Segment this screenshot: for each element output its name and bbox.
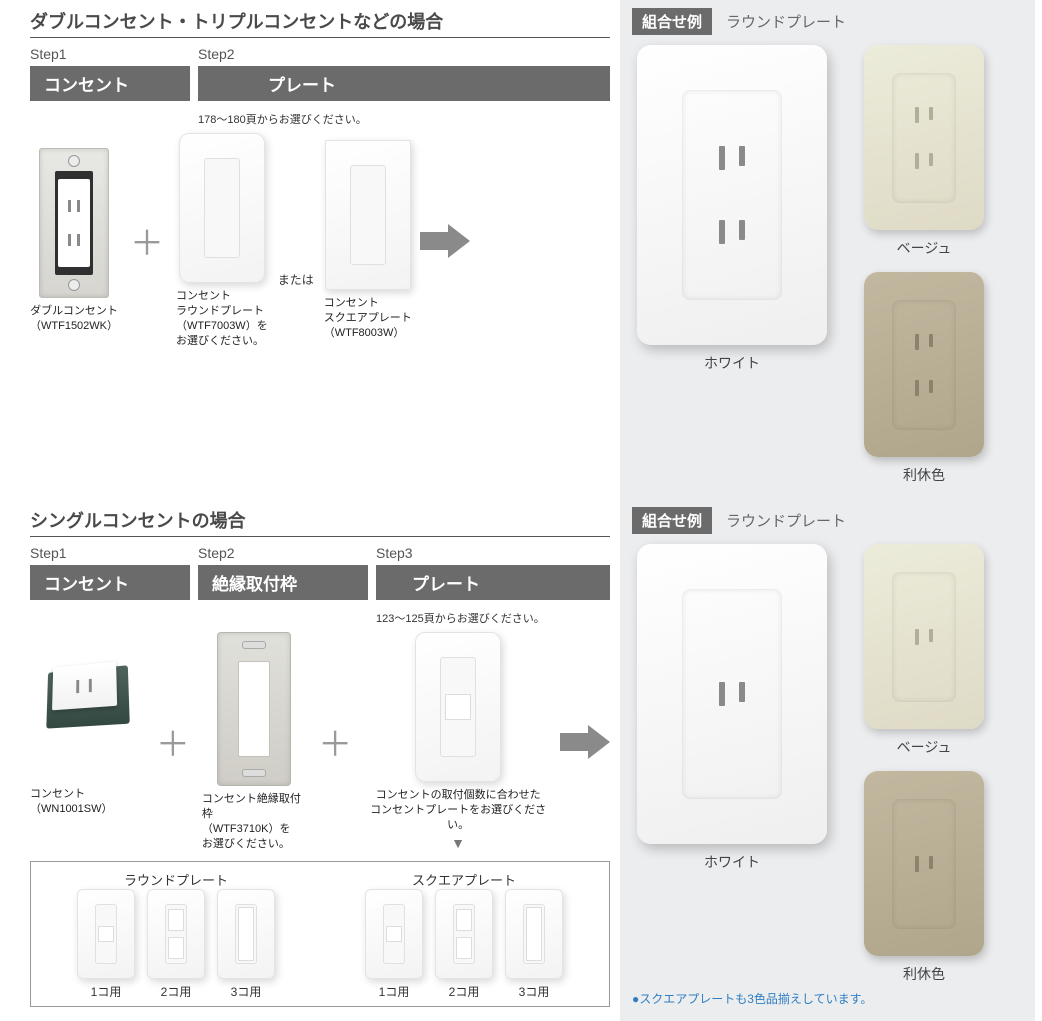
outlet-beige-double [864, 45, 984, 230]
square-1: 1コ用 [365, 889, 423, 1000]
round-variants: ラウンドプレート 1コ用 2コ用 3コ用 [41, 870, 311, 1000]
mount-frame-icon [217, 632, 291, 786]
product-mount-frame: コンセント絶縁取付枠 （WTF3710K）を お選びください。 [202, 632, 306, 851]
product-round-plate: コンセント ラウンドプレート （WTF7003W）を お選びください。 [176, 133, 268, 348]
beige-label-2: ベージュ [897, 737, 952, 757]
plate-1hole-icon [415, 632, 501, 782]
outlet-beige-single [864, 544, 984, 729]
product-single-outlet: コンセント （WN1001SW） [30, 667, 144, 817]
square-head: スクエアプレート [412, 870, 516, 889]
square-plate-icon [325, 140, 411, 290]
section2-title: シングルコンセントの場合 [30, 507, 610, 537]
section-title: ダブルコンセント・トリプルコンセントなどの場合 [30, 8, 610, 38]
steps-row-2: Step1 コンセント Step2 絶縁取付枠 Step3 プレート 123〜1… [30, 545, 610, 626]
steps-row: Step1 コンセント Step2 プレート 178〜180頁からお選びください… [30, 46, 610, 127]
s2-step1-box: コンセント [30, 565, 190, 600]
product-double-outlet: ダブルコンセント （WTF1502WK） [30, 148, 118, 334]
product-plate-single: コンセントの取付個数に合わせた コンセントプレートをお選びください。 ▼ [364, 632, 552, 851]
footnote: ●スクエアプレートも3色品揃えしています。 [632, 990, 1023, 1007]
step2-label: Step2 [198, 46, 610, 62]
outlet-rikyu-double [864, 272, 984, 457]
beige-label: ベージュ [897, 238, 952, 258]
step2-box: プレート [198, 66, 610, 101]
round-plate-icon [179, 133, 265, 283]
example-beige: ベージュ [864, 45, 984, 258]
product2a-caption: コンセント ラウンドプレート （WTF7003W）を お選びください。 [176, 289, 268, 348]
s2-step2-label: Step2 [198, 545, 368, 561]
step1-label: Step1 [30, 46, 190, 62]
triangle-down-icon: ▼ [451, 835, 465, 851]
square-2: 2コ用 [435, 889, 493, 1000]
arrow-icon [420, 224, 470, 258]
example-badge: 組合せ例 [632, 8, 712, 35]
arrow-icon [560, 725, 610, 759]
products-row-2: コンセント （WN1001SW） ＋ コンセント絶縁取付枠 （WTF3710K）… [30, 632, 610, 851]
s2-step3-note: 123〜125頁からお選びください。 [376, 610, 610, 626]
outlet-rikyu-single [864, 771, 984, 956]
example-small-col: ベージュ 利休色 [844, 45, 1004, 485]
round-3: 3コ用 [217, 889, 275, 1000]
white-label-2: ホワイト [704, 852, 760, 872]
plus-icon: ＋ [314, 717, 356, 766]
example-header: 組合せ例 ラウンドプレート [632, 8, 1023, 35]
example-body-2: ホワイト ベージュ 利休色 [632, 544, 1023, 984]
left-column-2: シングルコンセントの場合 Step1 コンセント Step2 絶縁取付枠 Ste… [0, 499, 620, 1021]
example-header-2: 組合せ例 ラウンドプレート [632, 507, 1023, 534]
s2-step2: Step2 絶縁取付枠 [198, 545, 368, 606]
step1-box: コンセント [30, 66, 190, 101]
s2-step2-box: 絶縁取付枠 [198, 565, 368, 600]
left-column: ダブルコンセント・トリプルコンセントなどの場合 Step1 コンセント Step… [0, 0, 620, 499]
product1-model: （WTF1502WK） [30, 320, 118, 332]
example-white-col-2: ホワイト [632, 544, 832, 984]
mounting-bracket-icon [39, 148, 109, 298]
s2-product2-caption: コンセント絶縁取付枠 （WTF3710K）を お選びください。 [202, 792, 306, 851]
s2-step3: Step3 プレート 123〜125頁からお選びください。 [376, 545, 610, 626]
s2-product1-caption: コンセント （WN1001SW） [30, 787, 113, 817]
product-square-plate: コンセント スクエアプレート （WTF8003W） [324, 140, 412, 341]
products-row: ダブルコンセント （WTF1502WK） ＋ コンセント ラウンドプレート （W… [30, 133, 610, 348]
plus-icon: ＋ [152, 717, 194, 766]
white-label: ホワイト [704, 353, 760, 373]
example-title-2: ラウンドプレート [726, 510, 846, 531]
step2-col: Step2 プレート 178〜180頁からお選びください。 [198, 46, 610, 127]
example-rikyu: 利休色 [864, 272, 984, 485]
round-1: 1コ用 [77, 889, 135, 1000]
round-2: 2コ用 [147, 889, 205, 1000]
plus-icon: ＋ [126, 216, 168, 265]
example-panel-2: 組合せ例 ラウンドプレート ホワイト ベージュ [620, 499, 1035, 1021]
example-badge-2: 組合せ例 [632, 507, 712, 534]
step2-note: 178〜180頁からお選びください。 [198, 111, 610, 127]
step1-col: Step1 コンセント [30, 46, 190, 107]
example-body: ホワイト ベージュ [632, 45, 1023, 485]
s2-step3-box: プレート [376, 565, 610, 600]
example-rikyu-2: 利休色 [864, 771, 984, 984]
example-beige-2: ベージュ [864, 544, 984, 757]
example-white-col: ホワイト [632, 45, 832, 485]
or-label: または [276, 271, 316, 288]
example-small-col-2: ベージュ 利休色 [844, 544, 1004, 984]
round-head: ラウンドプレート [124, 870, 228, 889]
rikyu-label: 利休色 [903, 465, 945, 485]
s2-step1: Step1 コンセント [30, 545, 190, 606]
product1-name: ダブルコンセント [30, 305, 118, 317]
section-single: シングルコンセントの場合 Step1 コンセント Step2 絶縁取付枠 Ste… [0, 499, 1042, 1021]
example-panel-1: 組合せ例 ラウンドプレート ホワイト [620, 0, 1035, 499]
product2b-caption: コンセント スクエアプレート （WTF8003W） [324, 296, 412, 341]
product1-caption: ダブルコンセント （WTF1502WK） [30, 304, 118, 334]
single-outlet-icon [45, 667, 129, 727]
plate-variants-box: ラウンドプレート 1コ用 2コ用 3コ用 [30, 861, 610, 1007]
example-title: ラウンドプレート [726, 11, 846, 32]
rikyu-label-2: 利休色 [903, 964, 945, 984]
section-double-triple: ダブルコンセント・トリプルコンセントなどの場合 Step1 コンセント Step… [0, 0, 1042, 499]
outlet-white-single [637, 544, 827, 844]
square-3: 3コ用 [505, 889, 563, 1000]
outlet-white-double [637, 45, 827, 345]
s2-product3-caption: コンセントの取付個数に合わせた コンセントプレートをお選びください。 [364, 788, 552, 833]
round-items: 1コ用 2コ用 3コ用 [77, 889, 275, 1000]
s2-step3-label: Step3 [376, 545, 610, 561]
s2-step1-label: Step1 [30, 545, 190, 561]
square-items: 1コ用 2コ用 3コ用 [365, 889, 563, 1000]
square-variants: スクエアプレート 1コ用 2コ用 3コ用 [329, 870, 599, 1000]
